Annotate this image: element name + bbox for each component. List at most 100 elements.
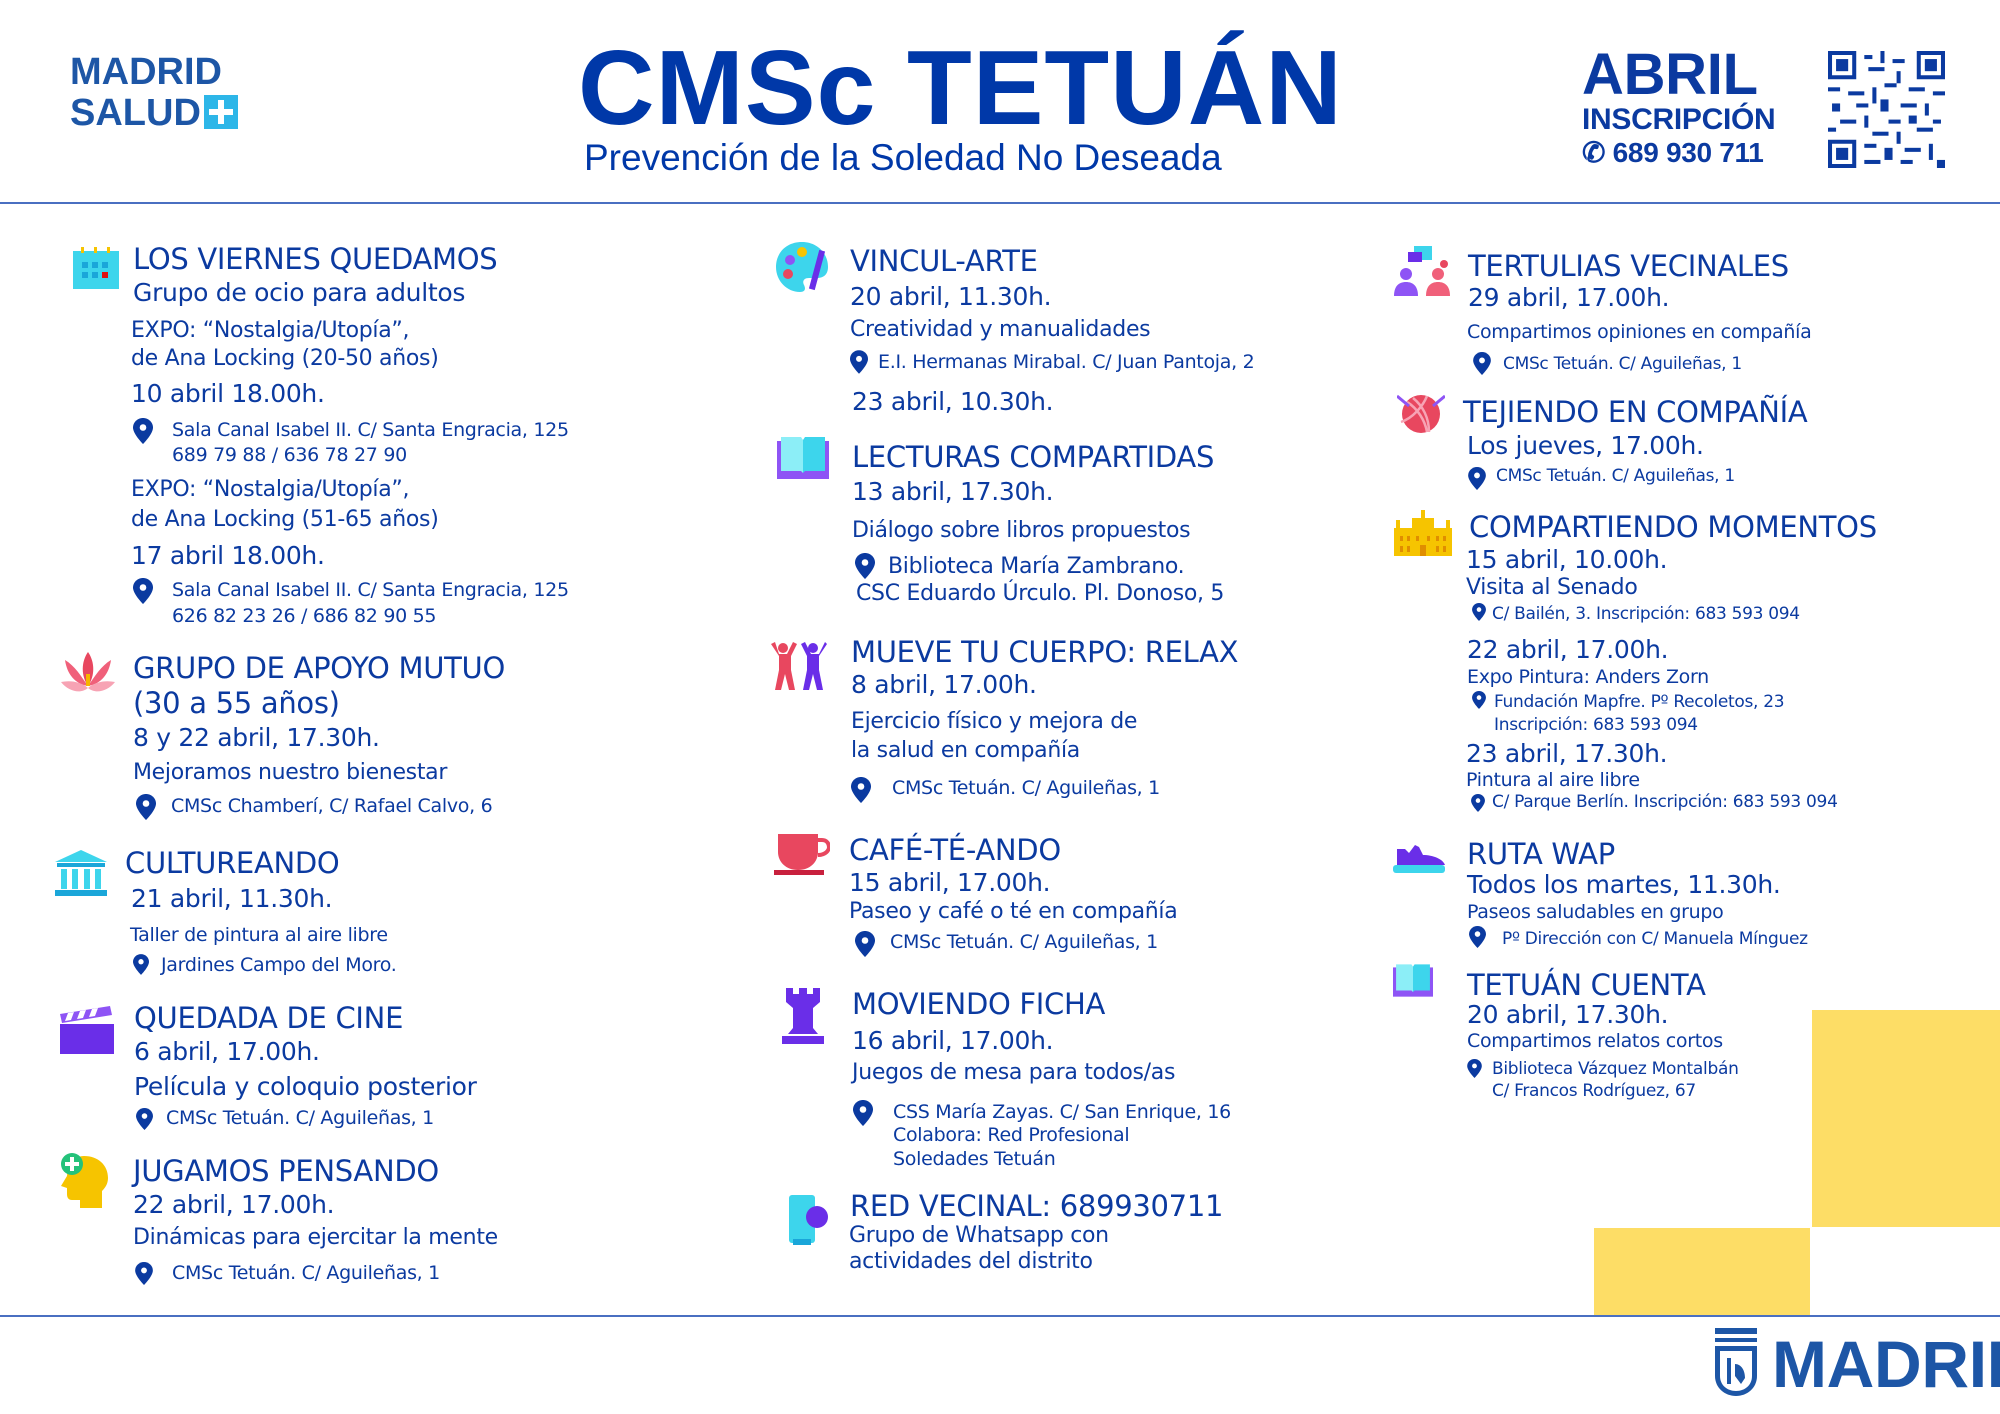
section-line: Visita al Senado — [1466, 575, 1638, 600]
section-address: CMSc Tetuán. C/ Aguileñas, 1 — [892, 777, 1160, 799]
section-address: C/ Parque Berlín. Inscripción: 683 593 0… — [1492, 792, 1838, 812]
section-address: CMSc Tetuán. C/ Aguileñas, 1 — [172, 1262, 440, 1284]
section-address: C/ Bailén, 3. Inscripción: 683 593 094 — [1492, 604, 1800, 624]
section-address: CSC Eduardo Úrculo. Pl. Donoso, 5 — [856, 581, 1225, 606]
section-title: CULTUREANDO — [125, 846, 340, 880]
section-line: Película y coloquio posterior — [134, 1072, 477, 1101]
sneaker-icon — [1393, 845, 1445, 873]
phone-icon: ✆ — [1582, 137, 1606, 168]
section-line: Paseos saludables en grupo — [1467, 901, 1724, 923]
section-line: Colabora: Red Profesional — [893, 1124, 1130, 1146]
section-address: C/ Francos Rodríguez, 67 — [1492, 1081, 1696, 1101]
section-address: CMSc Tetuán. C/ Aguileñas, 1 — [890, 931, 1158, 953]
section-line: Juegos de mesa para todos/as — [852, 1060, 1176, 1085]
section-line: Mejoramos nuestro bienestar — [133, 760, 448, 785]
yarn-ball-icon — [1397, 394, 1445, 433]
madrid-coat-of-arms-icon — [1715, 1328, 1757, 1396]
location-pin-icon — [855, 931, 875, 957]
section-title: RED VECINAL: 689930711 — [850, 1189, 1224, 1223]
section-title: TERTULIAS VECINALES — [1468, 249, 1789, 283]
section-address: E.I. Hermanas Mirabal. C/ Juan Pantoja, … — [878, 351, 1255, 373]
section-date: 22 abril, 17.00h. — [133, 1190, 335, 1219]
phone-number[interactable]: 689 930 711 — [1612, 137, 1764, 168]
section-date: 22 abril, 17.00h. — [1467, 635, 1669, 664]
madrid-salud-logo: MADRID SALUD — [70, 52, 238, 134]
section-title: MUEVE TU CUERPO: RELAX — [851, 635, 1239, 669]
cup-icon — [774, 834, 830, 875]
location-pin-icon — [133, 418, 153, 444]
section-line: EXPO: “Nostalgia/Utopía”, — [131, 477, 410, 502]
section-title: CAFÉ-TÉ-ANDO — [849, 833, 1061, 867]
section-address: Sala Canal Isabel II. C/ Santa Engracia,… — [172, 419, 569, 441]
people-exercise-icon — [771, 642, 827, 690]
section-date: 8 y 22 abril, 17.30h. — [133, 723, 380, 752]
clapperboard-icon — [60, 1006, 114, 1054]
section-title: TEJIENDO EN COMPAÑÍA — [1463, 395, 1808, 429]
section-address: Biblioteca Vázquez Montalbán — [1492, 1059, 1739, 1079]
section-line: Creatividad y manualidades — [850, 317, 1151, 342]
section-date: Todos los martes, 11.30h. — [1467, 870, 1781, 899]
section-line: Inscripción: 683 593 094 — [1494, 715, 1698, 735]
section-address: Jardines Campo del Moro. — [161, 954, 397, 976]
section-title: VINCUL-ARTE — [850, 244, 1038, 278]
section-date: 21 abril, 11.30h. — [131, 884, 333, 913]
section-line: de Ana Locking (20-50 años) — [131, 346, 439, 371]
header-divider — [0, 202, 2000, 204]
section-date: 23 abril, 17.30h. — [1466, 739, 1668, 768]
section-date: 15 abril, 10.00h. — [1466, 545, 1668, 574]
section-address: CMSc Tetuán. C/ Aguileñas, 1 — [1503, 354, 1742, 374]
location-pin-icon — [1471, 794, 1485, 812]
location-pin-icon — [1468, 467, 1486, 490]
section-title: GRUPO DE APOYO MUTUO — [133, 651, 506, 685]
section-line: Pintura al aire libre — [1466, 769, 1640, 791]
location-pin-icon — [133, 578, 153, 604]
section-address: CMSc Chamberí, C/ Rafael Calvo, 6 — [171, 795, 493, 817]
location-pin-icon — [136, 1108, 153, 1130]
page-subtitle: Prevención de la Soledad No Deseada — [584, 137, 1222, 178]
location-pin-icon — [1473, 352, 1491, 375]
section-date: Los jueves, 17.00h. — [1467, 431, 1704, 460]
section-line: Ejercicio físico y mejora de — [851, 709, 1138, 734]
section-line: Taller de pintura al aire libre — [130, 924, 388, 946]
section-date: 23 abril, 10.30h. — [852, 387, 1054, 416]
palette-icon — [776, 242, 828, 292]
decorative-yellow-square — [1594, 1228, 1810, 1315]
section-title: JUGAMOS PENSANDO — [133, 1154, 439, 1188]
section-title: MOVIENDO FICHA — [852, 987, 1106, 1021]
location-pin-icon — [1469, 926, 1486, 948]
palace-icon — [1394, 510, 1452, 556]
section-phone: 689 79 88 / 636 78 27 90 — [172, 444, 407, 466]
calendar-icon — [73, 247, 119, 289]
book-icon — [777, 437, 829, 479]
location-pin-icon — [1467, 1059, 1482, 1078]
section-line: Dinámicas para ejercitar la mente — [133, 1225, 498, 1250]
section-address: Biblioteca María Zambrano. — [888, 554, 1185, 579]
section-date: 6 abril, 17.00h. — [134, 1037, 320, 1066]
section-address: CSS María Zayas. C/ San Enrique, 16 — [893, 1101, 1231, 1123]
section-date: 20 abril, 17.30h. — [1467, 1000, 1669, 1029]
location-pin-icon — [855, 553, 875, 579]
section-line: de Ana Locking (51-65 años) — [131, 507, 439, 532]
madrid-logo-text: MADRID — [1772, 1327, 2000, 1401]
lotus-icon — [61, 652, 115, 692]
section-line: Diálogo sobre libros propuestos — [852, 518, 1191, 543]
section-date: 10 abril 18.00h. — [131, 379, 325, 408]
section-title: QUEDADA DE CINE — [134, 1001, 404, 1035]
page-title: CMSc TETUÁN — [578, 29, 1343, 147]
decorative-yellow-square — [1812, 1010, 2000, 1227]
conversation-icon — [1394, 246, 1450, 296]
section-title: RUTA WAP — [1467, 837, 1615, 871]
section-line: EXPO: “Nostalgia/Utopía”, — [131, 318, 410, 343]
section-date: 13 abril, 17.30h. — [852, 477, 1054, 506]
qr-code-icon[interactable] — [1828, 51, 1945, 168]
section-date: 16 abril, 17.00h. — [852, 1026, 1054, 1055]
section-title: LOS VIERNES QUEDAMOS — [133, 242, 498, 276]
section-address: CMSc Tetuán. C/ Aguileñas, 1 — [1496, 466, 1735, 486]
section-phone: 626 82 23 26 / 686 82 90 55 — [172, 605, 437, 627]
location-pin-icon — [851, 777, 871, 803]
museum-icon — [55, 850, 107, 896]
section-date: 17 abril 18.00h. — [131, 541, 325, 570]
logo-line-1: MADRID — [70, 51, 222, 93]
location-pin-icon — [1472, 691, 1486, 709]
